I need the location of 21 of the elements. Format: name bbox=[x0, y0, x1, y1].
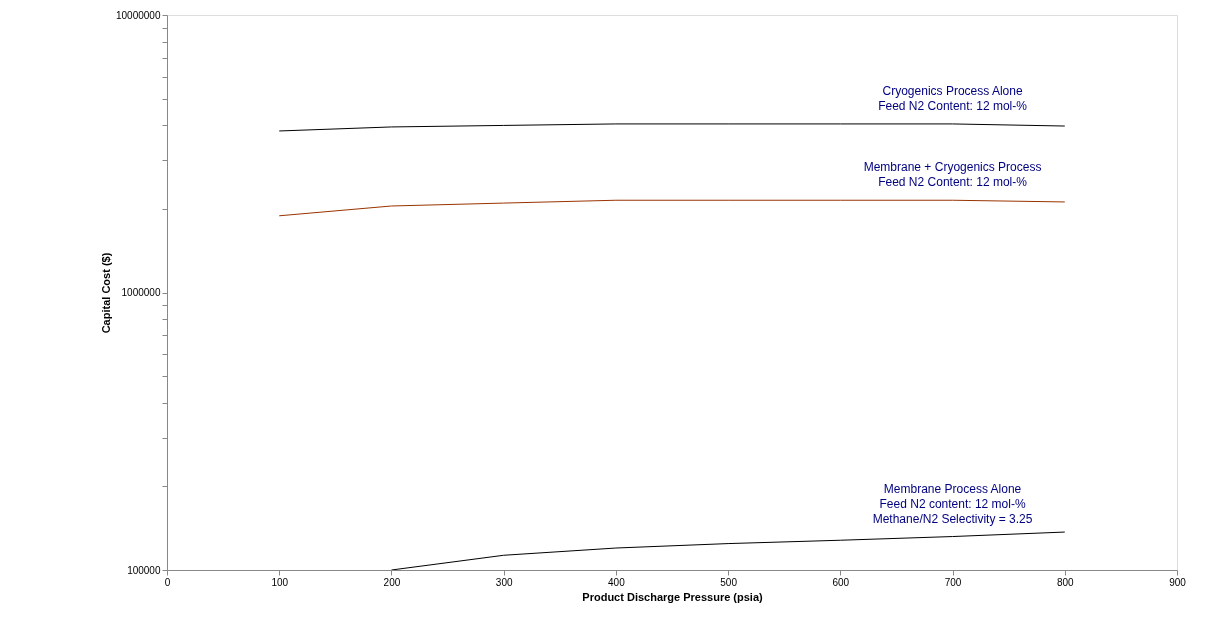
annotation: Membrane Process Alone Feed N2 content: 12 mol-% Methane/N2 Selectivity = 3.25 bbox=[872, 481, 1033, 526]
x-tick-label: 300 bbox=[495, 576, 513, 588]
x-tick-label: 900 bbox=[1169, 576, 1187, 588]
y-tick-label: 100000 bbox=[127, 564, 161, 576]
y-tick-label: 1000000 bbox=[121, 287, 161, 298]
x-tick-label: 600 bbox=[832, 576, 850, 588]
x-tick-label: 100 bbox=[271, 576, 289, 588]
line-series bbox=[278, 199, 1066, 217]
x-tick-label: 500 bbox=[720, 576, 738, 588]
line-series bbox=[390, 531, 1066, 570]
annotation: Cryogenics Process Alone Feed N2 Content: 12 mol-% bbox=[878, 83, 1028, 113]
x-tick-label: 700 bbox=[944, 576, 962, 588]
y-tick-label: 10000000 bbox=[116, 9, 161, 21]
line-series bbox=[278, 123, 1066, 132]
x-tick-label: 800 bbox=[1056, 576, 1075, 588]
x-tick-label: 400 bbox=[608, 576, 626, 588]
x-axis-title: Product Discharge Pressure (psia) bbox=[582, 590, 763, 603]
x-tick-label: 0 bbox=[164, 576, 171, 588]
annotation: Membrane + Cryogenics Process Feed N2 Content: 12 mol-% bbox=[863, 160, 1042, 190]
x-tick-label: 200 bbox=[383, 576, 401, 588]
y-axis-title: Capital Cost ($) bbox=[100, 252, 113, 334]
